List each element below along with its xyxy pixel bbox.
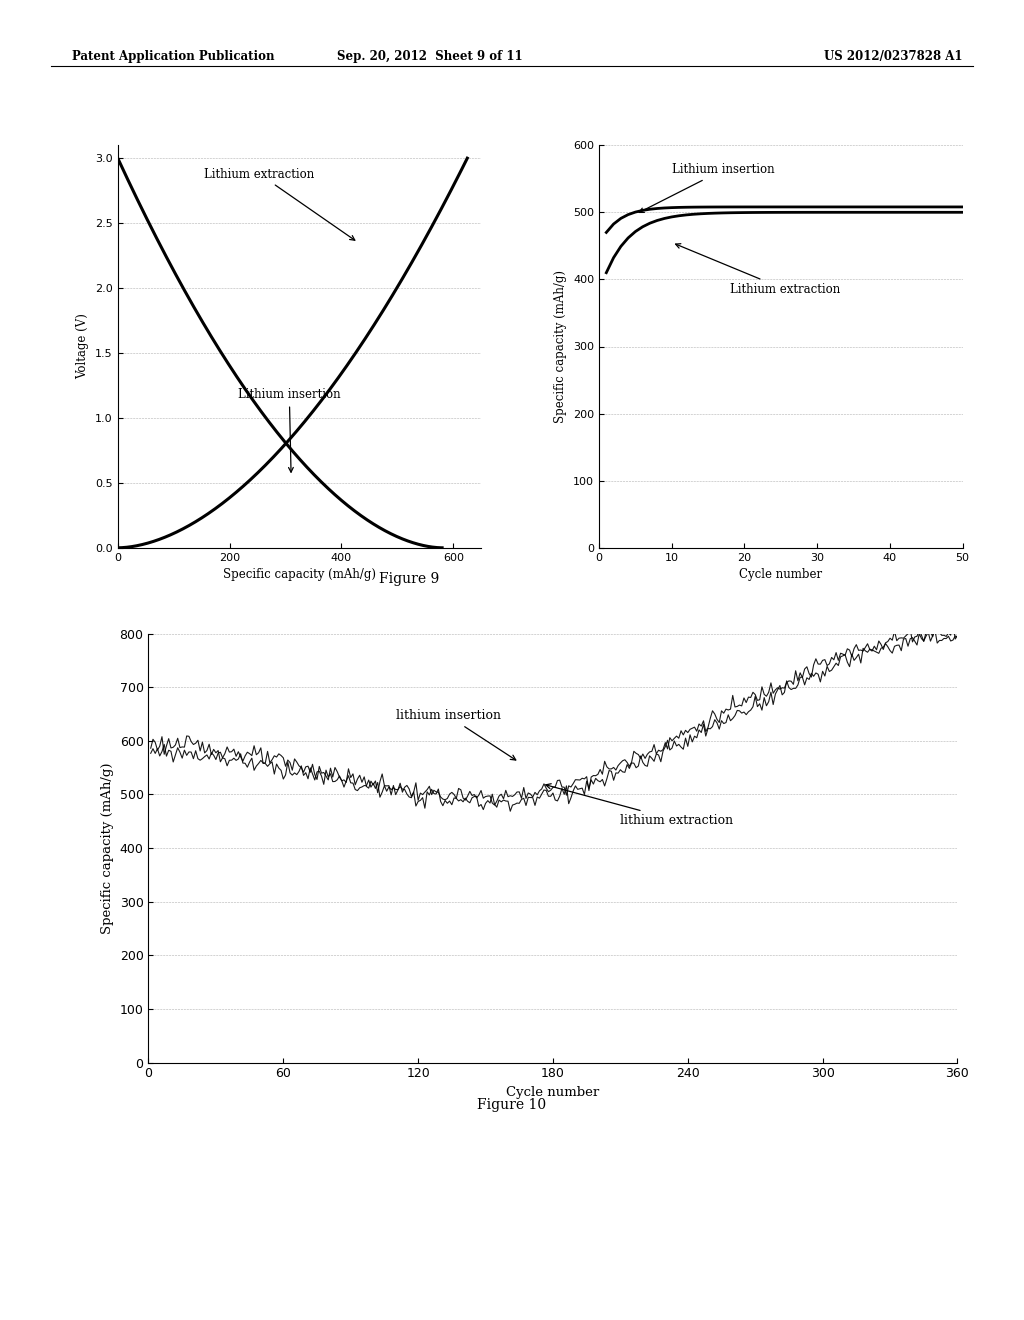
Text: lithium insertion: lithium insertion: [395, 709, 516, 760]
X-axis label: Specific capacity (mAh/g): Specific capacity (mAh/g): [223, 568, 376, 581]
Y-axis label: Specific capacity (mAh/g): Specific capacity (mAh/g): [555, 271, 567, 422]
Text: Figure 10: Figure 10: [477, 1098, 547, 1113]
Text: Lithium extraction: Lithium extraction: [205, 168, 354, 240]
X-axis label: Cycle number: Cycle number: [739, 568, 822, 581]
Y-axis label: Specific capacity (mAh/g): Specific capacity (mAh/g): [101, 763, 114, 933]
Y-axis label: Voltage (V): Voltage (V): [77, 314, 89, 379]
Text: Lithium extraction: Lithium extraction: [676, 244, 840, 296]
Text: Lithium insertion: Lithium insertion: [238, 388, 341, 473]
Text: Lithium insertion: Lithium insertion: [639, 164, 774, 213]
Text: US 2012/0237828 A1: US 2012/0237828 A1: [824, 50, 963, 63]
Text: lithium extraction: lithium extraction: [546, 784, 733, 826]
Text: Figure 9: Figure 9: [380, 572, 439, 586]
X-axis label: Cycle number: Cycle number: [506, 1086, 600, 1100]
Text: Patent Application Publication: Patent Application Publication: [72, 50, 274, 63]
Text: Sep. 20, 2012  Sheet 9 of 11: Sep. 20, 2012 Sheet 9 of 11: [337, 50, 523, 63]
